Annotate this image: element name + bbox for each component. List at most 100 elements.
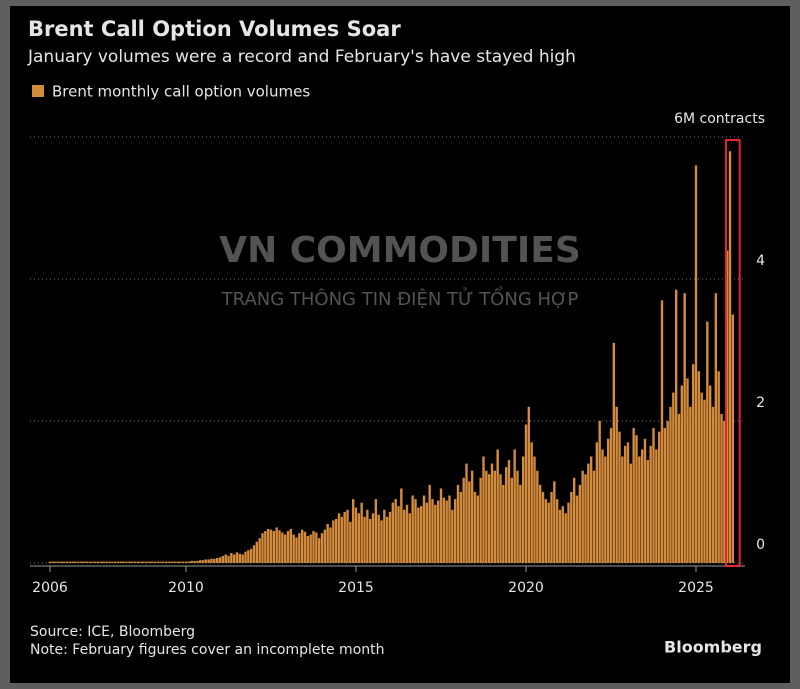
bar (215, 558, 219, 563)
bar (655, 449, 658, 563)
bar (145, 561, 148, 563)
bar (663, 428, 667, 563)
bar (252, 545, 256, 563)
bar (612, 342, 616, 563)
bar (592, 470, 596, 563)
bar (351, 499, 355, 563)
bar (221, 555, 225, 563)
highlight-box (725, 139, 741, 567)
x-tick-label: 2025 (678, 580, 714, 596)
bar (419, 506, 423, 563)
x-tick-label: 2006 (32, 580, 68, 596)
bar (74, 561, 77, 563)
bar (674, 289, 678, 563)
y-tick-label: 0 (756, 537, 765, 553)
bar (156, 561, 159, 563)
bar (680, 385, 684, 563)
bar (487, 474, 491, 563)
bar (561, 506, 565, 563)
bar (374, 499, 378, 563)
bar (402, 509, 406, 563)
bar (422, 495, 426, 563)
bar (312, 531, 315, 563)
bar (706, 321, 709, 563)
bar (164, 561, 168, 563)
bar (621, 456, 624, 563)
bar (527, 406, 531, 563)
bar (652, 428, 655, 563)
bar (210, 558, 213, 563)
bar (632, 428, 635, 563)
bar (666, 421, 669, 563)
bar (334, 518, 338, 563)
bar (564, 513, 567, 563)
bar (686, 378, 689, 563)
bar (388, 511, 392, 563)
bar (173, 561, 176, 563)
bar (519, 484, 522, 563)
bar (717, 371, 720, 563)
bar (604, 456, 607, 563)
bar (731, 314, 735, 563)
bar (190, 560, 193, 563)
bar (400, 488, 403, 563)
bar (337, 513, 341, 563)
bar (445, 500, 448, 563)
bar (289, 528, 293, 563)
bar (340, 516, 344, 563)
bar (448, 495, 451, 563)
bar (499, 474, 502, 563)
bar (320, 533, 324, 563)
bar (660, 300, 664, 563)
bar (102, 561, 106, 563)
bar (383, 509, 386, 563)
bar (159, 561, 162, 563)
bar (57, 561, 60, 563)
bar (728, 151, 732, 563)
bar (247, 550, 250, 563)
bar (332, 520, 335, 563)
bar (377, 514, 380, 563)
bar (60, 561, 63, 563)
bar (606, 438, 610, 563)
bar (371, 513, 375, 563)
bar (629, 463, 633, 563)
bar (459, 492, 463, 563)
bar (346, 509, 349, 563)
bar (391, 502, 395, 563)
x-tick-label: 2010 (168, 580, 204, 596)
bar (626, 442, 630, 563)
bar (176, 561, 179, 563)
bar (451, 509, 454, 563)
bar (470, 470, 474, 563)
bar (462, 477, 465, 563)
bar (142, 561, 145, 563)
source: Source: ICE, Bloomberg (30, 624, 195, 640)
bar (476, 495, 480, 563)
bar (703, 399, 706, 563)
bar (303, 531, 307, 563)
bar (589, 456, 593, 563)
bar (581, 470, 584, 563)
bar (408, 513, 412, 563)
bar (354, 507, 358, 563)
bar (513, 449, 516, 563)
bar (283, 534, 287, 563)
watermark-title: VN COMMODITIES (219, 230, 581, 271)
bar (309, 534, 312, 563)
watermark-subtitle: TRANG THÔNG TIN ĐIỆN TỬ TỔNG HỢP (221, 286, 579, 310)
bar (708, 385, 712, 563)
bar (521, 456, 525, 563)
bar (218, 557, 222, 563)
bar (405, 504, 409, 563)
bar (162, 561, 165, 563)
bar (51, 561, 55, 563)
bar (295, 537, 298, 563)
bar (181, 561, 185, 563)
bar (414, 499, 417, 563)
bar (544, 499, 548, 563)
bar (315, 532, 318, 563)
bar (196, 560, 199, 563)
bar (153, 561, 157, 563)
